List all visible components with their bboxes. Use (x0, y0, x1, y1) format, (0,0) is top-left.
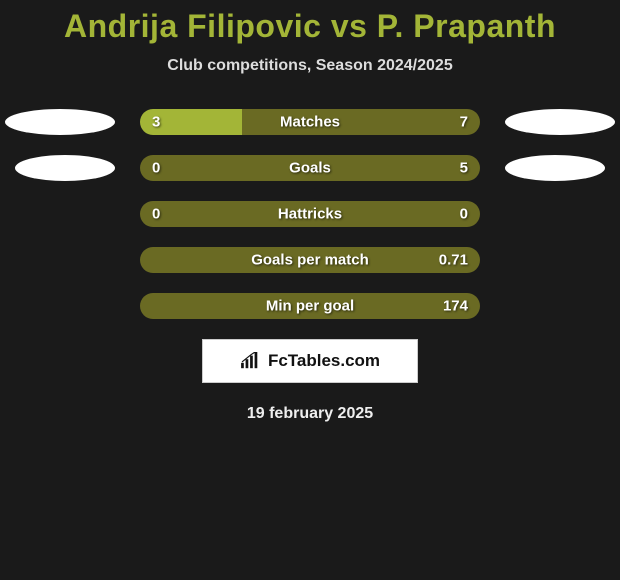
stat-label: Matches (280, 114, 340, 131)
stat-bar: Goals per match 0.71 (140, 247, 480, 273)
stat-bar: Min per goal 174 (140, 293, 480, 319)
player-right-marker (505, 109, 615, 135)
comparison-infographic: Andrija Filipovic vs P. Prapanth Club co… (0, 0, 620, 423)
stat-left-value: 0 (152, 160, 160, 177)
player-right-marker (505, 155, 605, 181)
bar-right-fill (242, 109, 480, 135)
stat-bar: 3 Matches 7 (140, 109, 480, 135)
stat-row: Goals per match 0.71 (70, 247, 550, 273)
badge-text: FcTables.com (268, 351, 380, 371)
bars-icon (240, 352, 262, 370)
stat-label: Goals (289, 160, 331, 177)
page-title: Andrija Filipovic vs P. Prapanth (0, 8, 620, 45)
stat-left-value: 3 (152, 114, 160, 131)
stat-right-value: 7 (460, 114, 468, 131)
stat-row: Min per goal 174 (70, 293, 550, 319)
source-badge[interactable]: FcTables.com (202, 339, 418, 383)
stat-row: 0 Goals 5 (70, 155, 550, 181)
stat-right-value: 0 (460, 206, 468, 223)
stat-label: Goals per match (251, 252, 369, 269)
stat-label: Min per goal (266, 298, 354, 315)
stat-left-value: 0 (152, 206, 160, 223)
date-text: 19 february 2025 (0, 405, 620, 423)
stat-right-value: 174 (443, 298, 468, 315)
stat-right-value: 0.71 (439, 252, 468, 269)
subtitle: Club competitions, Season 2024/2025 (0, 57, 620, 75)
stat-bar: 0 Goals 5 (140, 155, 480, 181)
stat-row-0-outer: 3 Matches 7 (0, 109, 620, 135)
stat-row: 3 Matches 7 (70, 109, 550, 135)
stat-bar: 0 Hattricks 0 (140, 201, 480, 227)
stat-row: 0 Hattricks 0 (70, 201, 550, 227)
stat-row-1-outer: 0 Goals 5 (0, 155, 620, 181)
stat-label: Hattricks (278, 206, 342, 223)
stat-right-value: 5 (460, 160, 468, 177)
